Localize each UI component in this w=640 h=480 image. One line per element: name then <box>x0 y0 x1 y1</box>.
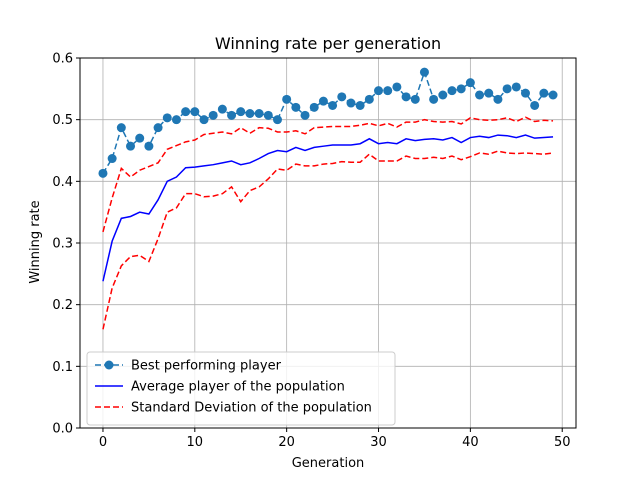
data-point <box>282 94 292 104</box>
y-tick-label: 0.1 <box>52 360 73 375</box>
y-tick-label: 0.4 <box>52 175 73 190</box>
data-point <box>263 110 273 120</box>
data-point <box>236 107 246 117</box>
data-point <box>438 90 448 100</box>
x-tick-label: 30 <box>370 435 387 450</box>
chart-title: Winning rate per generation <box>215 34 441 53</box>
data-point <box>199 115 209 125</box>
data-point <box>401 92 411 102</box>
data-point <box>208 110 218 120</box>
data-point <box>520 88 530 98</box>
y-tick-label: 0.3 <box>52 237 73 252</box>
data-point <box>135 133 145 143</box>
data-point <box>162 113 172 123</box>
data-point <box>126 141 136 151</box>
x-tick-label: 40 <box>462 435 479 450</box>
data-point <box>465 78 475 88</box>
data-point <box>107 154 117 164</box>
legend-label: Average player of the population <box>131 380 345 395</box>
y-tick-label: 0.6 <box>52 52 73 67</box>
legend-box <box>86 351 396 426</box>
x-axis: 0 10 20 30 40 50 <box>99 428 571 450</box>
data-point <box>383 86 393 96</box>
data-point <box>181 107 191 117</box>
series-line-1 <box>102 134 554 282</box>
data-point <box>429 94 439 104</box>
data-point <box>447 86 457 96</box>
y-tick-label: 0.5 <box>52 113 73 128</box>
data-point <box>300 110 310 120</box>
legend-label: Best performing player <box>131 359 282 374</box>
y-axis-label: Winning rate <box>28 200 43 283</box>
x-tick-label: 20 <box>278 435 295 450</box>
data-point <box>144 141 154 151</box>
data-point <box>254 109 264 118</box>
data-point <box>548 90 558 100</box>
data-point <box>98 168 108 178</box>
series-layer <box>98 67 558 330</box>
data-point <box>475 90 485 100</box>
data-point <box>539 88 549 98</box>
x-tick-label: 50 <box>554 435 571 450</box>
data-point <box>291 102 301 112</box>
data-point <box>227 110 237 120</box>
data-point <box>456 84 466 94</box>
y-tick-label: 0.0 <box>52 422 73 437</box>
y-tick-label: 0.2 <box>52 298 73 313</box>
data-point <box>318 96 328 106</box>
data-point <box>530 100 540 110</box>
data-point <box>245 109 255 118</box>
data-point <box>392 82 402 92</box>
y-axis: 0.0 0.1 0.2 0.3 0.4 0.5 0.6 <box>52 52 80 437</box>
x-tick-label: 0 <box>99 435 107 450</box>
data-point <box>190 107 200 117</box>
data-point <box>171 115 181 125</box>
data-point <box>493 94 503 104</box>
data-point <box>364 94 374 104</box>
series-line-3 <box>102 150 554 330</box>
data-point <box>153 123 163 133</box>
data-point <box>116 123 126 133</box>
data-point <box>217 104 227 114</box>
x-axis-label: Generation <box>292 456 365 471</box>
data-point <box>502 84 512 94</box>
data-point <box>355 100 365 110</box>
data-point <box>374 86 384 96</box>
legend-marker <box>104 360 114 370</box>
data-point <box>337 92 347 102</box>
data-point <box>410 94 420 104</box>
data-point <box>309 102 319 112</box>
x-tick-label: 10 <box>187 435 204 450</box>
data-point <box>272 115 282 125</box>
data-point <box>328 100 338 110</box>
data-point <box>511 82 521 92</box>
data-point <box>484 88 494 98</box>
series-line-2 <box>102 116 554 233</box>
legend: Best performing player Average player of … <box>86 351 396 426</box>
legend-label: Standard Deviation of the population <box>131 401 372 416</box>
data-point <box>346 98 356 108</box>
data-point <box>419 67 429 77</box>
